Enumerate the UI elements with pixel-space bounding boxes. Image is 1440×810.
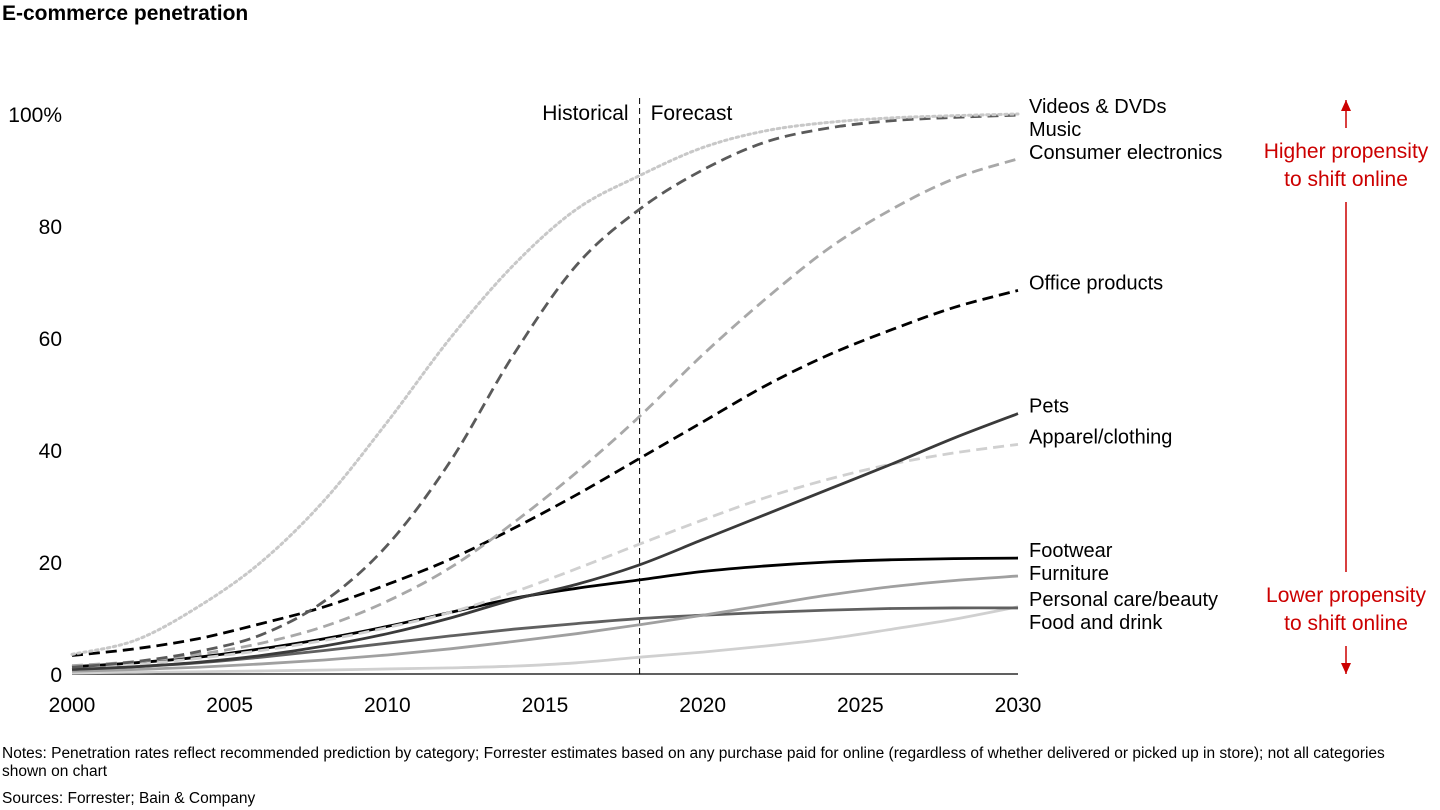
x-tick-label: 2015: [522, 694, 569, 717]
series-line-pets: [71, 412, 1019, 671]
chart-notes: Notes: Penetration rates reflect recomme…: [2, 745, 1385, 780]
series-label: Consumer electronics: [1029, 142, 1222, 164]
x-tick-label: 2025: [837, 694, 884, 717]
series-line-consumer-electronics: [71, 157, 1019, 667]
lower-propensity-line1: Lower propensity: [1266, 584, 1426, 607]
line-chart: 0 20 40 60 80 100% 2000 2005 2010 2015 2020 2025 203…: [8, 96, 1429, 717]
series-line-music: [71, 113, 1019, 669]
x-tick-label: 2030: [995, 694, 1042, 717]
series-label: Footwear: [1029, 540, 1113, 562]
series-label: Apparel/clothing: [1029, 426, 1172, 448]
historical-label: Historical: [542, 102, 628, 125]
series-line-furniture: [71, 574, 1019, 673]
lower-propensity-line2: to shift online: [1284, 612, 1408, 635]
higher-propensity-line1: Higher propensity: [1264, 140, 1429, 163]
y-tick-label: 60: [39, 328, 62, 351]
chart-title: E-commerce penetration: [2, 2, 249, 25]
series-line-apparel-clothing: [71, 443, 1019, 670]
x-tick-label: 2020: [679, 694, 726, 717]
x-tick-label: 2005: [206, 694, 253, 717]
x-tick-label: 2000: [49, 694, 96, 717]
forecast-label: Forecast: [651, 102, 733, 125]
series-label: Personal care/beauty: [1029, 589, 1218, 611]
y-tick-label: 0: [50, 664, 62, 687]
arrowhead-down-icon: [1341, 663, 1351, 674]
higher-propensity-line2: to shift online: [1284, 168, 1408, 191]
series-label: Videos & DVDs: [1029, 96, 1166, 118]
series-label: Office products: [1029, 272, 1163, 294]
series-label: Music: [1029, 119, 1081, 141]
chart-sources: Sources: Forrester; Bain & Company: [2, 790, 256, 807]
x-tick-label: 2010: [364, 694, 411, 717]
series-line-footwear: [71, 556, 1019, 669]
arrowhead-up-icon: [1341, 100, 1351, 111]
series-line-office-products: [71, 289, 1019, 657]
y-tick-label: 20: [39, 552, 62, 575]
series-line-personal-care-beauty: [71, 605, 1019, 675]
y-tick-label: 100%: [8, 104, 62, 127]
series-label: Pets: [1029, 396, 1069, 418]
series-label: Food and drink: [1029, 612, 1163, 634]
y-tick-label: 80: [39, 216, 62, 239]
series-label: Furniture: [1029, 563, 1109, 585]
y-tick-label: 40: [39, 440, 62, 463]
series-line-videos-dvds: [70, 112, 1020, 656]
